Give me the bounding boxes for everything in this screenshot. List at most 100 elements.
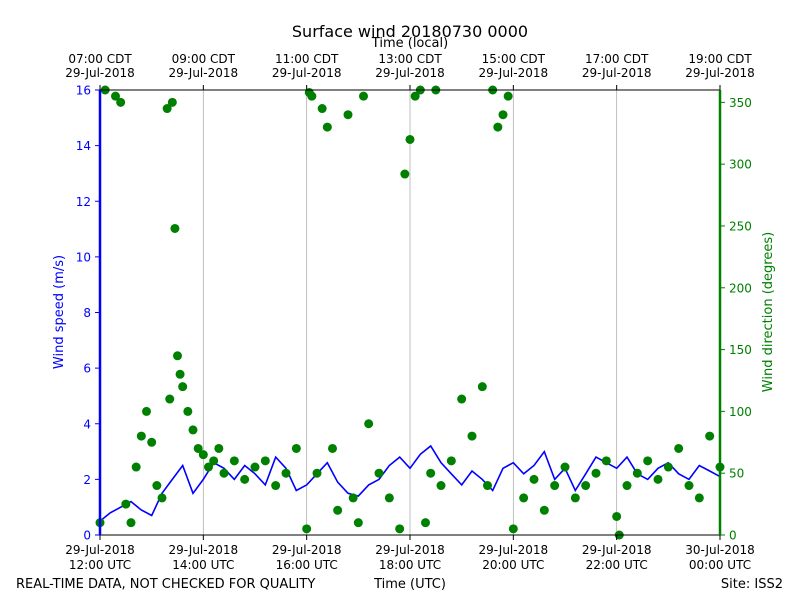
top-tick-label-time: 13:00 CDT bbox=[378, 52, 442, 66]
wind-direction-point bbox=[291, 443, 301, 453]
wind-direction-point bbox=[529, 474, 539, 484]
wind-direction-point bbox=[281, 468, 291, 478]
wind-direction-point bbox=[612, 511, 622, 521]
wind-direction-point bbox=[477, 382, 487, 392]
wind-direction-point bbox=[395, 524, 405, 534]
right-tick-label: 350 bbox=[729, 96, 752, 110]
wind-direction-point bbox=[591, 468, 601, 478]
wind-direction-point bbox=[359, 91, 368, 101]
top-tick-label-date: 29-Jul-2018 bbox=[169, 66, 239, 80]
wind-direction-point bbox=[446, 456, 456, 466]
bottom-tick-label-date: 30-Jul-2018 bbox=[685, 543, 755, 557]
top-tick-label-date: 29-Jul-2018 bbox=[582, 66, 652, 80]
wind-direction-point bbox=[694, 493, 704, 503]
right-tick-label: 0 bbox=[729, 529, 737, 543]
top-tick-label-time: 19:00 CDT bbox=[688, 52, 752, 66]
wind-direction-point bbox=[219, 468, 229, 478]
bottom-tick-label-time: 14:00 UTC bbox=[172, 558, 234, 572]
wind-direction-point bbox=[503, 91, 513, 101]
left-axis-label: Wind speed (m/s) bbox=[52, 255, 67, 369]
wind-direction-point bbox=[333, 505, 343, 515]
wind-direction-point bbox=[271, 481, 281, 491]
wind-direction-point bbox=[188, 425, 198, 435]
top-tick-label-time: 17:00 CDT bbox=[585, 52, 649, 66]
wind-direction-point bbox=[167, 97, 177, 107]
left-tick-label: 10 bbox=[76, 250, 91, 264]
bottom-tick-label-date: 29-Jul-2018 bbox=[65, 543, 135, 557]
wind-direction-point bbox=[116, 97, 126, 107]
wind-direction-point bbox=[250, 462, 260, 472]
wind-direction-point bbox=[173, 351, 182, 361]
wind-direction-point bbox=[343, 110, 353, 120]
wind-direction-point bbox=[457, 394, 467, 404]
bottom-tick-label-date: 29-Jul-2018 bbox=[272, 543, 342, 557]
right-tick-label: 300 bbox=[729, 158, 752, 172]
wind-direction-point bbox=[684, 481, 694, 491]
wind-direction-point bbox=[374, 468, 384, 478]
top-axis-label: Time (local) bbox=[371, 36, 448, 51]
wind-direction-point bbox=[498, 110, 508, 120]
vertical-gridlines bbox=[202, 90, 618, 535]
left-axis-ticks: 0 2 4 6 8 10 12 14 16 bbox=[76, 84, 100, 543]
bottom-tick-label-time: 20:00 UTC bbox=[482, 558, 544, 572]
top-tick-label-date: 29-Jul-2018 bbox=[65, 66, 135, 80]
wind-direction-point bbox=[601, 456, 611, 466]
wind-direction-point bbox=[165, 394, 175, 404]
right-axis-ticks: 0 50 100 150 200 250 300 350 bbox=[720, 96, 752, 543]
left-tick-label: 0 bbox=[83, 529, 91, 543]
top-tick-label-time: 15:00 CDT bbox=[482, 52, 546, 66]
wind-direction-point bbox=[348, 493, 358, 503]
wind-direction-point bbox=[436, 481, 446, 491]
wind-direction-point bbox=[705, 431, 715, 441]
wind-direction-point bbox=[539, 505, 549, 515]
bottom-tick-label-date: 29-Jul-2018 bbox=[375, 543, 445, 557]
wind-direction-point bbox=[364, 419, 374, 429]
wind-speed-line bbox=[99, 444, 721, 522]
quality-notice: REAL-TIME DATA, NOT CHECKED FOR QUALITY bbox=[16, 577, 315, 592]
wind-direction-points bbox=[95, 85, 725, 540]
wind-direction-point bbox=[162, 104, 172, 114]
bottom-tick-label-time: 12:00 UTC bbox=[69, 558, 131, 572]
wind-direction-point bbox=[328, 443, 337, 453]
wind-direction-point bbox=[421, 518, 430, 528]
wind-direction-point bbox=[147, 437, 157, 447]
wind-direction-point bbox=[322, 122, 332, 132]
wind-direction-point bbox=[353, 518, 363, 528]
right-tick-label: 200 bbox=[729, 281, 752, 295]
left-tick-label: 2 bbox=[83, 473, 91, 487]
left-tick-label: 16 bbox=[76, 84, 91, 98]
right-tick-label: 250 bbox=[729, 219, 752, 233]
wind-direction-point bbox=[131, 462, 141, 472]
wind-direction-point bbox=[581, 481, 591, 491]
bottom-tick-label-time: 00:00 UTC bbox=[689, 558, 751, 572]
wind-direction-point bbox=[663, 462, 673, 472]
wind-direction-point bbox=[229, 456, 239, 466]
wind-direction-point bbox=[170, 223, 180, 233]
wind-direction-point bbox=[317, 104, 327, 114]
wind-direction-point bbox=[126, 518, 136, 528]
top-tick-label-time: 09:00 CDT bbox=[172, 52, 236, 66]
wind-direction-point bbox=[405, 134, 415, 144]
wind-direction-point bbox=[183, 406, 193, 416]
wind-direction-point bbox=[467, 431, 477, 441]
wind-direction-point bbox=[410, 91, 420, 101]
wind-direction-point bbox=[570, 493, 580, 503]
wind-direction-point bbox=[136, 431, 146, 441]
top-tick-label-time: 11:00 CDT bbox=[275, 52, 339, 66]
wind-direction-point bbox=[198, 450, 208, 460]
right-tick-label: 150 bbox=[729, 343, 752, 357]
site-label: Site: ISS2 bbox=[721, 577, 783, 592]
wind-direction-point bbox=[214, 443, 224, 453]
left-tick-label: 4 bbox=[83, 417, 91, 431]
wind-direction-point bbox=[493, 122, 503, 132]
wind-direction-point bbox=[193, 443, 203, 453]
wind-direction-point bbox=[209, 456, 219, 466]
wind-direction-point bbox=[519, 493, 529, 503]
top-tick-label-date: 29-Jul-2018 bbox=[375, 66, 445, 80]
wind-direction-point bbox=[204, 462, 213, 472]
wind-direction-point bbox=[674, 443, 684, 453]
wind-direction-point bbox=[111, 91, 120, 101]
